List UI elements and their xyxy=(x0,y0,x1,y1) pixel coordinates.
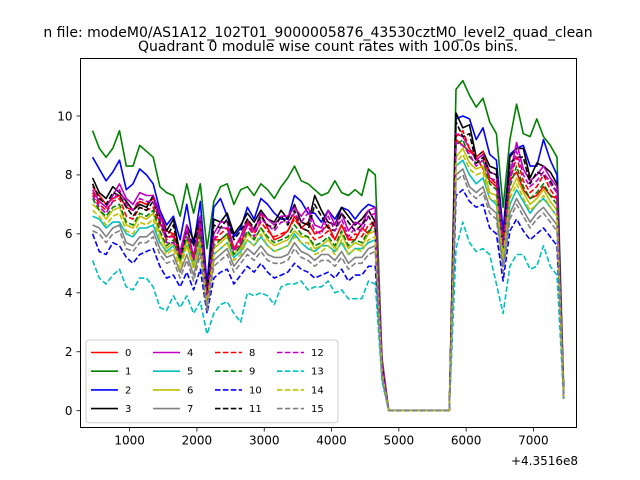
y-tick-label: 10 xyxy=(57,109,72,123)
legend-label-1: 1 xyxy=(125,367,131,378)
plot-area xyxy=(91,79,565,412)
x-tick-label: 7000 xyxy=(518,434,549,448)
y-tick-label: 0 xyxy=(65,404,73,418)
legend-label-11: 11 xyxy=(249,404,262,415)
legend-label-13: 13 xyxy=(311,367,324,378)
series-line-1 xyxy=(91,79,565,412)
axes-frame xyxy=(80,58,577,428)
series-line-14 xyxy=(92,153,565,412)
legend-label-2: 2 xyxy=(125,385,131,396)
legend-label-15: 15 xyxy=(311,404,324,415)
legend-label-6: 6 xyxy=(187,385,193,396)
x-tick-label: 5000 xyxy=(384,434,415,448)
y-tick-label: 6 xyxy=(65,227,73,241)
legend-label-12: 12 xyxy=(311,348,324,359)
legend-label-4: 4 xyxy=(187,348,193,359)
y-tick-label: 4 xyxy=(65,286,73,300)
x-tick-label: 6000 xyxy=(451,434,482,448)
y-tick-label: 2 xyxy=(65,345,73,359)
series-line-2 xyxy=(91,115,565,412)
legend-box xyxy=(85,339,339,424)
x-offset-label: +4.3516e8 xyxy=(511,454,578,468)
legend-label-9: 9 xyxy=(249,367,255,378)
legend-label-3: 3 xyxy=(125,404,131,415)
figure-suptitle: n file: modeM0/AS1A12_102T01_9000005876_… xyxy=(43,25,592,41)
legend-label-14: 14 xyxy=(311,385,324,396)
series-line-12 xyxy=(91,141,565,412)
legend-label-0: 0 xyxy=(125,348,131,359)
series-line-13 xyxy=(91,221,565,412)
series-line-6 xyxy=(92,147,565,412)
chart-title: Quadrant 0 module wise count rates with … xyxy=(138,39,518,55)
series-line-10 xyxy=(91,188,565,412)
series-line-9 xyxy=(91,138,565,412)
series-line-15 xyxy=(92,174,565,412)
x-tick-label: 1000 xyxy=(114,434,145,448)
legend-label-5: 5 xyxy=(187,367,193,378)
x-tick-label: 2000 xyxy=(182,434,213,448)
x-tick-label: 3000 xyxy=(249,434,280,448)
legend-label-7: 7 xyxy=(187,404,193,415)
legend-label-8: 8 xyxy=(249,348,255,359)
y-tick-label: 8 xyxy=(65,168,73,182)
legend-label-10: 10 xyxy=(249,385,262,396)
x-tick-label: 4000 xyxy=(316,434,347,448)
series-line-7 xyxy=(92,168,565,412)
series-line-4 xyxy=(91,132,565,412)
